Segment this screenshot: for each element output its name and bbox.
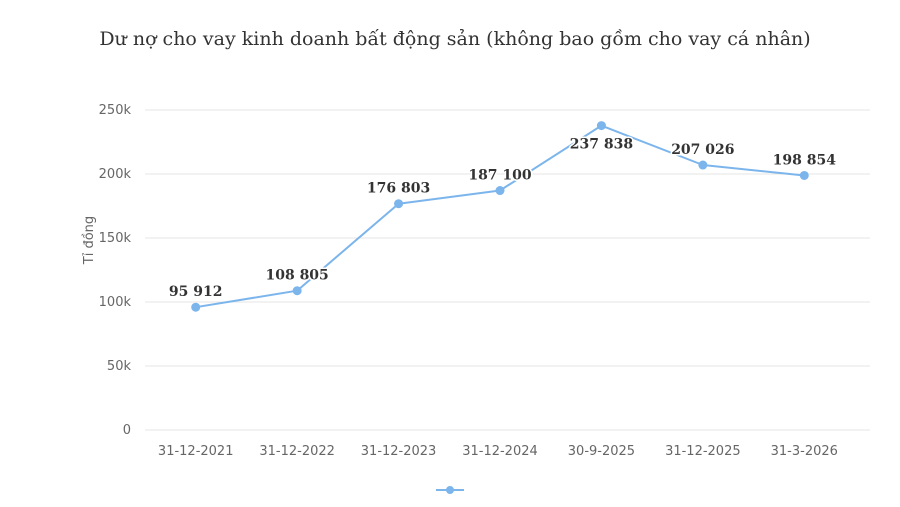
legend <box>0 481 900 499</box>
x-axis-tick-label: 31-12-2022 <box>259 444 335 459</box>
data-label: 207 026 <box>671 142 734 158</box>
data-point[interactable] <box>292 286 302 296</box>
data-point[interactable] <box>394 199 404 209</box>
legend-marker-icon <box>436 486 464 494</box>
data-point[interactable] <box>191 302 201 312</box>
data-label: 176 803 <box>367 181 430 197</box>
chart-title: Dư nợ cho vay kinh doanh bất động sản (k… <box>99 28 811 50</box>
legend-item[interactable] <box>429 481 471 499</box>
y-axis-tick-label: 250k <box>99 103 132 118</box>
data-point[interactable] <box>495 186 505 196</box>
y-axis-tick-label: 150k <box>99 231 132 246</box>
x-axis-tick-label: 31-12-2023 <box>361 444 437 459</box>
y-axis-tick-label: 0 <box>123 423 131 438</box>
data-label: 108 805 <box>265 268 328 284</box>
y-axis-tick-label: 100k <box>99 295 132 310</box>
x-axis-tick-label: 31-12-2021 <box>158 444 234 459</box>
x-axis-tick-label: 31-12-2024 <box>462 444 538 459</box>
data-label: 198 854 <box>773 152 837 168</box>
data-label: 95 912 <box>169 284 223 300</box>
x-axis-tick-label: 31-12-2025 <box>665 444 741 459</box>
y-axis-tick-label: 200k <box>99 167 132 182</box>
x-axis-tick-label: 30-9-2025 <box>568 444 635 459</box>
data-point[interactable] <box>698 160 708 170</box>
data-point[interactable] <box>799 170 809 180</box>
y-axis-tick-label: 50k <box>107 359 132 374</box>
data-point[interactable] <box>596 121 606 131</box>
data-label: 187 100 <box>468 168 532 184</box>
data-label: 237 838 <box>570 137 633 153</box>
x-axis-tick-label: 31-3-2026 <box>771 444 838 459</box>
